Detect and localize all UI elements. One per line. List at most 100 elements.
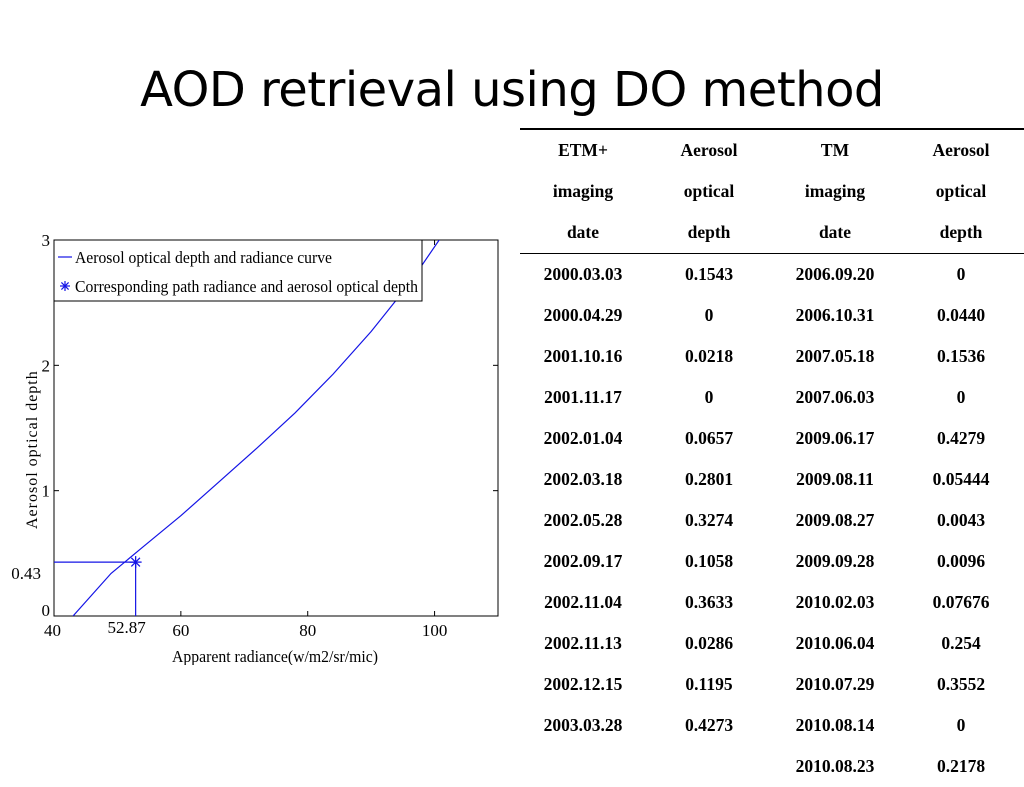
table-cell: 2010.07.29 — [772, 664, 898, 705]
table-cell: 2002.11.13 — [520, 623, 646, 664]
y-tick-label: 2 — [42, 356, 51, 375]
table-cell: 2000.03.03 — [520, 254, 646, 296]
column-header-cell: Aerosol — [646, 129, 772, 171]
column-header-cell: Aerosol — [898, 129, 1024, 171]
table-cell: 0.4279 — [898, 418, 1024, 459]
table-cell: 2009.09.28 — [772, 541, 898, 582]
table-cell — [646, 746, 772, 787]
x-annotation-label: 52.87 — [108, 618, 147, 637]
table-cell: 0 — [898, 705, 1024, 746]
table-cell: 0.0096 — [898, 541, 1024, 582]
table-cell: 2006.10.31 — [772, 295, 898, 336]
table-cell: 0.2801 — [646, 459, 772, 500]
y-tick-label: 3 — [42, 231, 51, 250]
table-cell: 0 — [646, 377, 772, 418]
legend-label-point: Corresponding path radiance and aerosol … — [75, 277, 418, 296]
table-cell: 0.07676 — [898, 582, 1024, 623]
table-cell: 0.254 — [898, 623, 1024, 664]
column-header-cell: date — [772, 212, 898, 254]
column-header-cell: date — [520, 212, 646, 254]
table-cell: 2002.11.04 — [520, 582, 646, 623]
table-cell: 2007.06.03 — [772, 377, 898, 418]
x-tick-label: 40 — [44, 621, 61, 640]
table-cell: 2002.01.04 — [520, 418, 646, 459]
table-cell: 2002.09.17 — [520, 541, 646, 582]
table-cell: 2010.02.03 — [772, 582, 898, 623]
column-header-cell: ETM+ — [520, 129, 646, 171]
table-cell: 0.1058 — [646, 541, 772, 582]
column-header-cell: imaging — [772, 171, 898, 212]
corresponding-point-marker — [130, 556, 142, 568]
table-cell: 0.2178 — [898, 746, 1024, 787]
table-cell — [520, 746, 646, 787]
table-cell: 2007.05.18 — [772, 336, 898, 377]
table-cell: 2003.03.28 — [520, 705, 646, 746]
column-header-cell: imaging — [520, 171, 646, 212]
table-cell: 0.1543 — [646, 254, 772, 296]
table-cell: 0.4273 — [646, 705, 772, 746]
table-cell: 0.0286 — [646, 623, 772, 664]
legend-asterisk-swatch — [60, 281, 70, 291]
slide-title: AOD retrieval using DO method — [0, 62, 1024, 118]
table-cell: 0.3552 — [898, 664, 1024, 705]
table-cell: 0 — [898, 377, 1024, 418]
y-tick-label: 1 — [42, 482, 51, 501]
table-cell: 0.3633 — [646, 582, 772, 623]
table-cell: 0 — [898, 254, 1024, 296]
table-cell: 2002.03.18 — [520, 459, 646, 500]
column-header-cell: optical — [646, 171, 772, 212]
column-header-cell: depth — [646, 212, 772, 254]
table-cell: 0.0218 — [646, 336, 772, 377]
table-cell: 0 — [646, 295, 772, 336]
table-cell: 0.1195 — [646, 664, 772, 705]
table-cell: 2009.08.27 — [772, 500, 898, 541]
y-tick-label: 0 — [42, 601, 51, 620]
table-cell: 2001.11.17 — [520, 377, 646, 418]
table-cell: 0.0657 — [646, 418, 772, 459]
table-cell: 0.0440 — [898, 295, 1024, 336]
y-axis-label: Aerosol optical depth — [24, 370, 41, 529]
legend: Aerosol optical depth and radiance curve… — [54, 240, 422, 301]
table-cell: 2000.04.29 — [520, 295, 646, 336]
table-cell: 2009.06.17 — [772, 418, 898, 459]
table-cell: 2010.08.23 — [772, 746, 898, 787]
table-cell: 2006.09.20 — [772, 254, 898, 296]
column-header-cell: depth — [898, 212, 1024, 254]
table-cell: 0.3274 — [646, 500, 772, 541]
table-cell: 2010.08.14 — [772, 705, 898, 746]
table-cell: 2002.05.28 — [520, 500, 646, 541]
table-cell: 2009.08.11 — [772, 459, 898, 500]
column-header-cell: optical — [898, 171, 1024, 212]
legend-label-curve: Aerosol optical depth and radiance curve — [75, 248, 332, 267]
x-tick-label: 80 — [299, 621, 316, 640]
column-header-cell: TM — [772, 129, 898, 171]
table-cell: 0.05444 — [898, 459, 1024, 500]
table-cell: 2002.12.15 — [520, 664, 646, 705]
x-tick-label: 100 — [422, 621, 448, 640]
table-cell: 0.1536 — [898, 336, 1024, 377]
x-axis-label: Apparent radiance(w/m2/sr/mic) — [172, 647, 378, 665]
table-cell: 2010.06.04 — [772, 623, 898, 664]
table-cell: 0.0043 — [898, 500, 1024, 541]
